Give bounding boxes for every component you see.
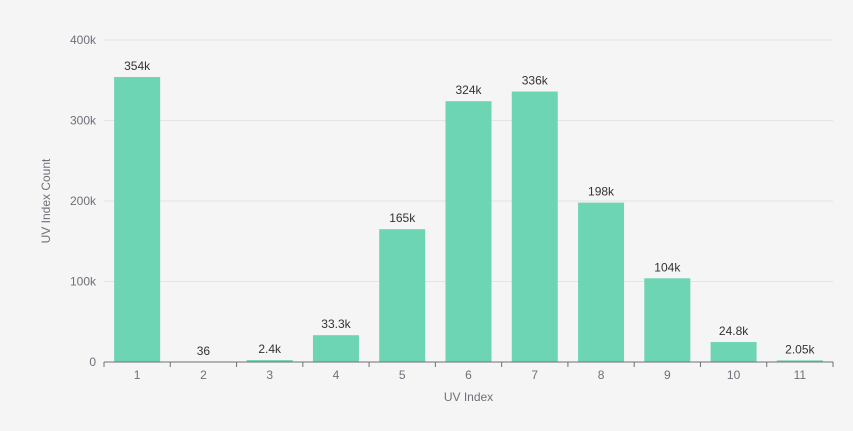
- data-label: 336k: [522, 74, 549, 88]
- data-labels: 354k 36 2.4k 33.3k 165k 324k 336k 198k 104k 24.8k…: [124, 59, 815, 358]
- x-tick-label: 10: [727, 368, 741, 382]
- x-tick-label: 5: [399, 368, 406, 382]
- y-axis: 0 100k 200k 300k 400k: [70, 33, 97, 369]
- data-label: 33.3k: [321, 317, 351, 331]
- bar: [776, 360, 823, 362]
- data-label: 324k: [455, 83, 482, 97]
- y-axis-title: UV Index Count: [39, 158, 53, 243]
- bars: [114, 77, 823, 363]
- x-tick-label: 1: [134, 368, 141, 382]
- bar: [445, 101, 492, 363]
- bar: [578, 202, 625, 362]
- x-tick-label: 7: [531, 368, 538, 382]
- data-label: 104k: [654, 260, 681, 274]
- y-tick-label: 400k: [70, 33, 97, 47]
- bar: [511, 91, 558, 363]
- y-tick-label: 100k: [70, 275, 97, 289]
- x-tick-label: 3: [266, 368, 273, 382]
- bar: [312, 335, 359, 362]
- bar: [710, 342, 757, 362]
- bar: [114, 77, 161, 362]
- x-axis: 1 2 3 4 5 6 7 8 9 10 11: [103, 361, 834, 382]
- bar: [644, 278, 691, 362]
- x-tick-label: 11: [794, 368, 807, 382]
- bar: [379, 229, 426, 362]
- data-label: 165k: [389, 211, 416, 225]
- data-label: 2.4k: [258, 342, 282, 356]
- y-tick-label: 200k: [70, 194, 97, 208]
- data-label: 2.05k: [785, 342, 815, 356]
- data-label: 36: [197, 344, 211, 358]
- bar: [246, 360, 293, 362]
- data-label: 354k: [124, 59, 151, 73]
- x-tick-label: 9: [664, 368, 671, 382]
- y-tick-label: 300k: [70, 114, 97, 128]
- data-label: 198k: [588, 185, 615, 199]
- x-axis-title: UV Index: [444, 390, 493, 404]
- x-tick-label: 4: [333, 368, 340, 382]
- y-tick-label: 0: [89, 355, 96, 369]
- x-tick-label: 2: [200, 368, 207, 382]
- data-label: 24.8k: [719, 324, 749, 338]
- x-tick-label: 8: [598, 368, 605, 382]
- x-tick-label: 6: [465, 368, 472, 382]
